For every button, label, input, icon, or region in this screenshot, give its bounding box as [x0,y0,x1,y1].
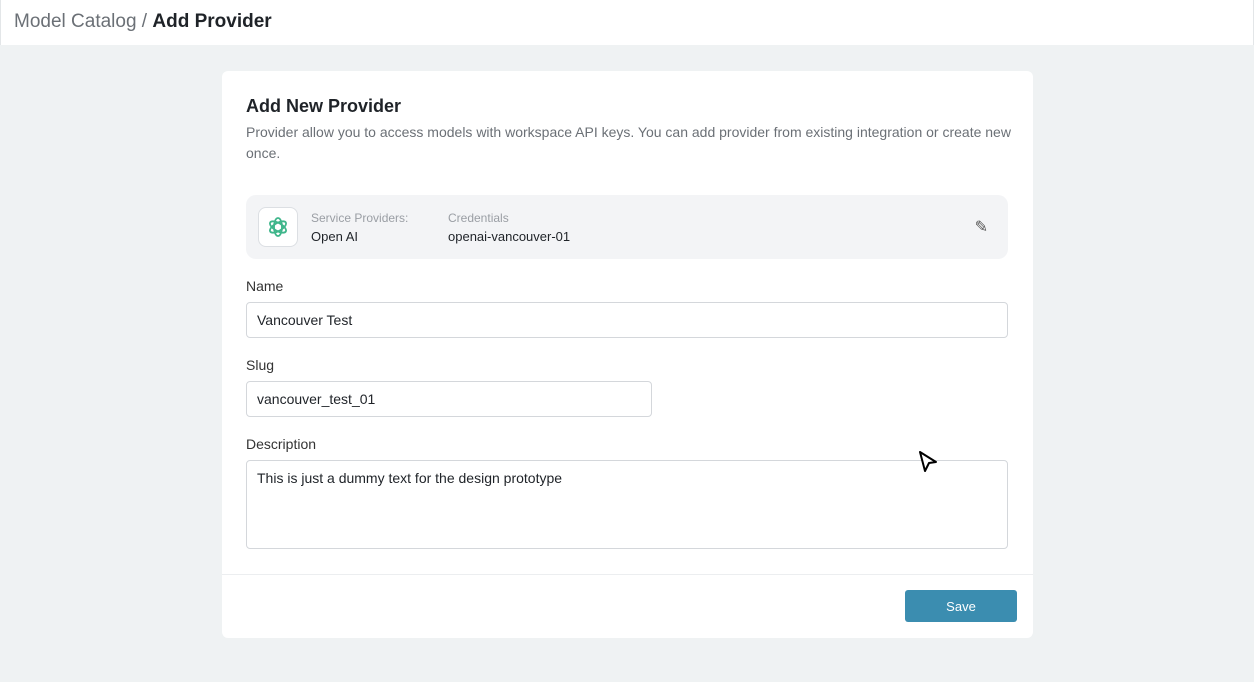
description-textarea[interactable]: This is just a dummy text for the design… [246,460,1008,549]
credentials-value: openai-vancouver-01 [448,229,571,244]
save-button[interactable]: Save [905,590,1017,622]
breadcrumb-current: Add Provider [152,11,272,32]
name-input[interactable] [246,302,1008,338]
name-label: Name [246,278,284,294]
service-provider-value: Open AI [311,229,358,244]
slug-input[interactable] [246,381,652,417]
pencil-icon[interactable]: ✎ [974,219,988,236]
footer-divider [222,574,1033,575]
credentials-field: Credentials openai-vancouver-01 [448,211,570,244]
add-provider-card: Add New Provider Provider allow you to a… [222,71,1033,638]
openai-logo-icon [258,207,298,247]
service-provider-field: Service Providers: Open AI [311,211,408,244]
description-label: Description [246,436,317,452]
slug-label: Slug [246,357,275,373]
provider-summary: Service Providers: Open AI Credentials ope… [246,195,1008,259]
breadcrumb-separator: / [136,11,153,32]
breadcrumb-parent[interactable]: Model Catalog [14,11,137,32]
form-description: Provider allow you to access models with… [246,124,1011,161]
service-provider-label: Service Providers: [311,211,409,225]
form-title: Add New Provider [246,96,402,116]
top-bar: Model Catalog / Add Provider [0,0,1254,45]
mouse-cursor-icon [919,451,937,472]
credentials-label: Credentials [448,211,509,225]
